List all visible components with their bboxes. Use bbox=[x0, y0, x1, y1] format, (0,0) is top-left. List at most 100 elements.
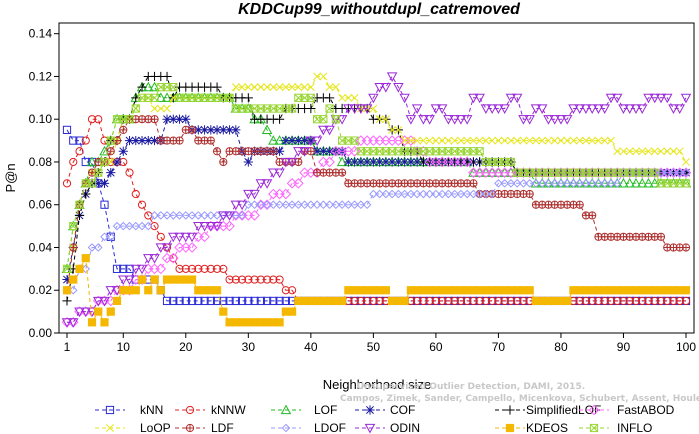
data-point bbox=[206, 264, 215, 273]
y-tick-label: 0.08 bbox=[29, 155, 53, 169]
data-point bbox=[406, 157, 416, 167]
data-point bbox=[400, 136, 409, 145]
data-point bbox=[625, 296, 634, 306]
data-point bbox=[343, 157, 353, 167]
y-tick-label: 0.04 bbox=[29, 240, 53, 254]
data-point bbox=[519, 136, 528, 145]
data-point bbox=[363, 296, 372, 306]
data-point bbox=[331, 83, 340, 92]
data-point bbox=[394, 125, 403, 134]
data-point bbox=[300, 200, 309, 210]
data-point bbox=[469, 179, 478, 188]
data-point bbox=[119, 125, 128, 134]
data-point bbox=[155, 263, 167, 275]
data-point bbox=[137, 135, 147, 146]
data-point bbox=[613, 147, 622, 156]
data-point bbox=[531, 179, 541, 188]
data-point bbox=[313, 72, 322, 81]
legend-item-kdeos: KDEOS bbox=[495, 421, 568, 434]
data-point bbox=[150, 104, 159, 113]
data-point bbox=[675, 296, 684, 306]
data-point bbox=[338, 296, 347, 306]
data-point bbox=[81, 189, 91, 199]
data-point bbox=[118, 221, 128, 231]
series-loop bbox=[63, 72, 690, 295]
data-point bbox=[199, 222, 210, 232]
data-point bbox=[588, 404, 600, 416]
data-point bbox=[149, 254, 160, 264]
data-point bbox=[311, 136, 323, 147]
legend-label: kNN bbox=[140, 403, 163, 417]
x-tick-label: 80 bbox=[554, 340, 568, 354]
data-point bbox=[281, 83, 290, 92]
data-point bbox=[381, 286, 390, 295]
data-point bbox=[124, 275, 135, 285]
data-point bbox=[136, 264, 148, 275]
x-tick-label: 70 bbox=[492, 340, 506, 354]
data-point bbox=[393, 157, 403, 167]
data-point bbox=[607, 136, 615, 145]
data-point bbox=[94, 115, 103, 124]
data-point bbox=[536, 104, 548, 114]
data-point bbox=[155, 243, 167, 253]
data-point bbox=[381, 115, 390, 124]
data-point bbox=[419, 296, 428, 306]
legend-item-knnw: kNNW bbox=[175, 403, 246, 417]
data-point bbox=[306, 135, 316, 146]
data-point bbox=[268, 135, 279, 145]
data-point bbox=[555, 115, 567, 125]
x-axis-label: Neighborhood size bbox=[323, 377, 431, 392]
plot-area bbox=[58, 22, 695, 334]
data-point bbox=[306, 200, 316, 210]
data-point bbox=[211, 222, 223, 232]
data-point bbox=[137, 221, 147, 231]
data-point bbox=[524, 115, 535, 125]
data-point bbox=[636, 177, 648, 188]
data-point bbox=[512, 179, 522, 188]
data-point bbox=[488, 136, 497, 145]
data-point bbox=[461, 156, 473, 168]
data-point bbox=[343, 104, 354, 114]
data-point bbox=[112, 221, 122, 231]
x-tick-label: 10 bbox=[117, 340, 131, 354]
series-layer bbox=[61, 71, 692, 328]
data-point bbox=[413, 136, 422, 145]
data-point bbox=[386, 72, 398, 82]
data-point bbox=[644, 147, 653, 156]
series-odin bbox=[61, 72, 692, 328]
data-point bbox=[519, 179, 528, 188]
data-point bbox=[331, 200, 341, 210]
data-point bbox=[655, 93, 667, 104]
data-point bbox=[194, 296, 203, 306]
data-point bbox=[262, 200, 272, 210]
data-point bbox=[500, 296, 509, 306]
data-point bbox=[443, 115, 454, 125]
data-point bbox=[580, 104, 592, 114]
data-point bbox=[312, 146, 322, 156]
data-point bbox=[474, 93, 485, 104]
data-point bbox=[175, 211, 184, 220]
data-point bbox=[605, 93, 617, 104]
data-point bbox=[150, 275, 159, 284]
data-point bbox=[306, 83, 315, 92]
data-point bbox=[611, 93, 623, 104]
data-point bbox=[650, 168, 659, 177]
data-point bbox=[650, 147, 659, 156]
data-point bbox=[306, 103, 316, 114]
data-point bbox=[643, 177, 654, 188]
data-point bbox=[175, 264, 184, 273]
data-point bbox=[168, 114, 178, 124]
data-point bbox=[124, 135, 135, 146]
data-point bbox=[413, 296, 422, 306]
data-point bbox=[305, 136, 317, 147]
data-point bbox=[162, 211, 172, 220]
data-point bbox=[636, 104, 648, 114]
legend-item-simplifiedlof: SimplifiedLOF bbox=[495, 403, 601, 417]
data-point bbox=[80, 307, 92, 318]
data-point bbox=[505, 93, 517, 104]
data-point bbox=[237, 275, 247, 284]
data-point bbox=[261, 124, 273, 134]
data-point bbox=[350, 136, 359, 145]
data-point bbox=[588, 296, 597, 306]
data-point bbox=[556, 179, 566, 188]
